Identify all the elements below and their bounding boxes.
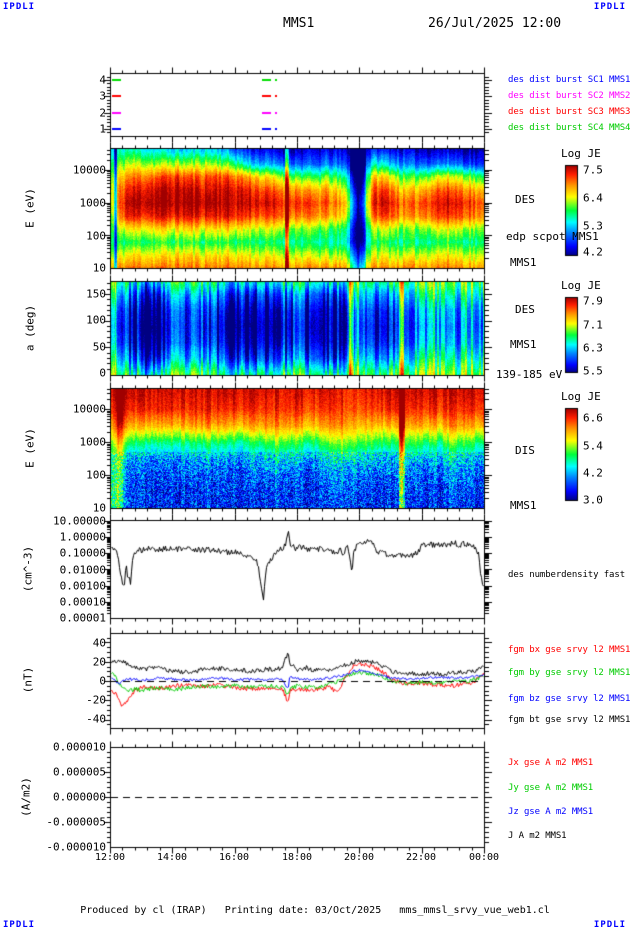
legend-fgm-bz: fgm bz gse srvy l2 MMS1 xyxy=(508,694,630,704)
xtick-0000: 00:00 xyxy=(468,852,500,863)
footer-spacer-1 xyxy=(207,905,225,916)
xtick-1400: 14:00 xyxy=(156,852,188,863)
pitch-spacecraft-label: MMS1 xyxy=(510,338,537,351)
des-instrument-label: DES xyxy=(515,193,535,206)
legend-fgm-by: fgm by gse srvy l2 MMS1 xyxy=(508,668,630,678)
des-colorbar-title: Log JE xyxy=(561,147,601,160)
fgm-ytick-0: 0 xyxy=(99,674,106,688)
dis-cb-tick-4: 3.0 xyxy=(583,493,603,507)
legend-jz: Jz gse A m2 MMS1 xyxy=(508,807,594,817)
des-ytick-10000: 10000 xyxy=(72,163,106,177)
burst-ytick-4: 4 xyxy=(99,73,106,87)
density-series-label: des numberdensity fast M xyxy=(508,570,630,580)
des-cb-tick-2: 6.4 xyxy=(583,191,603,205)
pitch-ytick-150: 150 xyxy=(86,287,106,301)
current-ytick-0: 0.000000 xyxy=(53,790,106,804)
density-ytick-0p1: 0.10000 xyxy=(59,546,106,560)
density-ytick-0p00001: 0.00001 xyxy=(59,611,106,625)
footer-filename: mms_mmsl_srvy_vue_web1.cl xyxy=(399,905,550,916)
fgm-ytick-m20: -20 xyxy=(86,693,106,707)
dis-cb-tick-1: 6.6 xyxy=(583,411,603,425)
density-ytick-1: 1.00000 xyxy=(59,530,106,544)
legend-des-burst-sc2: des dist burst SC2 MMS2 xyxy=(508,91,630,101)
legend-des-burst-sc3: des dist burst SC3 MMS3 xyxy=(508,107,630,117)
pitch-instrument-label: DES xyxy=(515,303,535,316)
des-ytick-100: 100 xyxy=(86,229,106,243)
pitch-ytick-100: 100 xyxy=(86,313,106,327)
pitch-cb-tick-1: 7.9 xyxy=(583,294,603,308)
pitch-ytick-50: 50 xyxy=(92,340,106,354)
pitch-energy-range-label: 139-185 eV xyxy=(496,368,563,381)
fgm-ytick-40: 40 xyxy=(92,636,106,650)
des-cb-tick-4: 4.2 xyxy=(583,245,603,259)
legend-j: J A m2 MMS1 xyxy=(508,831,567,841)
dis-cb-tick-3: 4.2 xyxy=(583,466,603,480)
dis-ytick-10000: 10000 xyxy=(72,402,106,416)
dis-spacecraft-label: MMS1 xyxy=(510,499,537,512)
pitch-colorbar-title: Log JE xyxy=(561,279,601,292)
pitch-cb-tick-4: 5.5 xyxy=(583,364,603,378)
legend-des-burst-sc4: des dist burst SC4 MMS4 xyxy=(508,123,630,133)
legend-des-burst-sc1: des dist burst SC1 MMS1 xyxy=(508,75,630,85)
fgm-ytick-m40: -40 xyxy=(86,712,106,726)
current-ytick-p10: 0.000010 xyxy=(53,740,106,754)
pitch-cb-tick-2: 7.1 xyxy=(583,318,603,332)
legend-fgm-bx: fgm bx gse srvy l2 MMS1 xyxy=(508,645,630,655)
ipdli-logo-top-right: IPDLI xyxy=(593,2,626,12)
density-ytick-0p01: 0.01000 xyxy=(59,563,106,577)
current-ytick-p5: 0.000005 xyxy=(53,765,106,779)
des-scpot-label: edp scpot MMS1 xyxy=(506,230,599,243)
des-spacecraft-label: MMS1 xyxy=(510,256,537,269)
burst-ytick-2: 2 xyxy=(99,106,106,120)
dis-ytick-100: 100 xyxy=(86,468,106,482)
page-title: MMS1 xyxy=(283,16,315,31)
des-cb-tick-3: 5.3 xyxy=(583,219,603,233)
current-ytick-m5: -0.000005 xyxy=(46,815,106,829)
xtick-2200: 22:00 xyxy=(405,852,437,863)
dis-cb-tick-2: 5.4 xyxy=(583,439,603,453)
footer-printing-date: Printing date: 03/Oct/2025 xyxy=(224,905,382,916)
density-ytick-0p001: 0.00100 xyxy=(59,579,106,593)
xtick-2000: 20:00 xyxy=(343,852,375,863)
page-datetime: 26/Jul/2025 12:00 xyxy=(428,16,562,31)
ipdli-logo-top-left: IPDLI xyxy=(3,2,36,12)
footer-line: Produced by cl (IRAP) Printing date: 03/… xyxy=(0,905,630,916)
footer-spacer-2 xyxy=(381,905,399,916)
dis-ytick-1000: 1000 xyxy=(79,435,107,449)
fgm-ytick-20: 20 xyxy=(92,655,106,669)
legend-jy: Jy gse A m2 MMS1 xyxy=(508,783,594,793)
dis-colorbar-title: Log JE xyxy=(561,390,601,403)
dis-instrument-label: DIS xyxy=(515,444,535,457)
density-ytick-10: 10.00000 xyxy=(53,514,106,528)
des-cb-tick-1: 7.5 xyxy=(583,163,603,177)
xtick-1600: 16:00 xyxy=(218,852,250,863)
ipdli-logo-bottom-left: IPDLI xyxy=(3,920,36,930)
des-ytick-10: 10 xyxy=(92,261,106,275)
burst-ytick-1: 1 xyxy=(99,122,106,136)
current-ytick-m10: -0.000010 xyxy=(46,840,106,854)
xtick-1200: 12:00 xyxy=(94,852,126,863)
footer-produced: Produced by cl (IRAP) xyxy=(80,905,207,916)
pitch-cb-tick-3: 6.3 xyxy=(583,341,603,355)
ipdli-logo-bottom-right: IPDLI xyxy=(593,920,626,930)
density-ytick-0p0001: 0.00010 xyxy=(59,595,106,609)
des-ytick-1000: 1000 xyxy=(79,196,107,210)
burst-ytick-3: 3 xyxy=(99,89,106,103)
xtick-1800: 18:00 xyxy=(281,852,313,863)
dis-ytick-10: 10 xyxy=(92,501,106,515)
legend-fgm-bt: fgm bt gse srvy l2 MMS1 xyxy=(508,715,630,725)
legend-jx: Jx gse A m2 MMS1 xyxy=(508,758,594,768)
pitch-ytick-0: 0 xyxy=(99,366,106,380)
